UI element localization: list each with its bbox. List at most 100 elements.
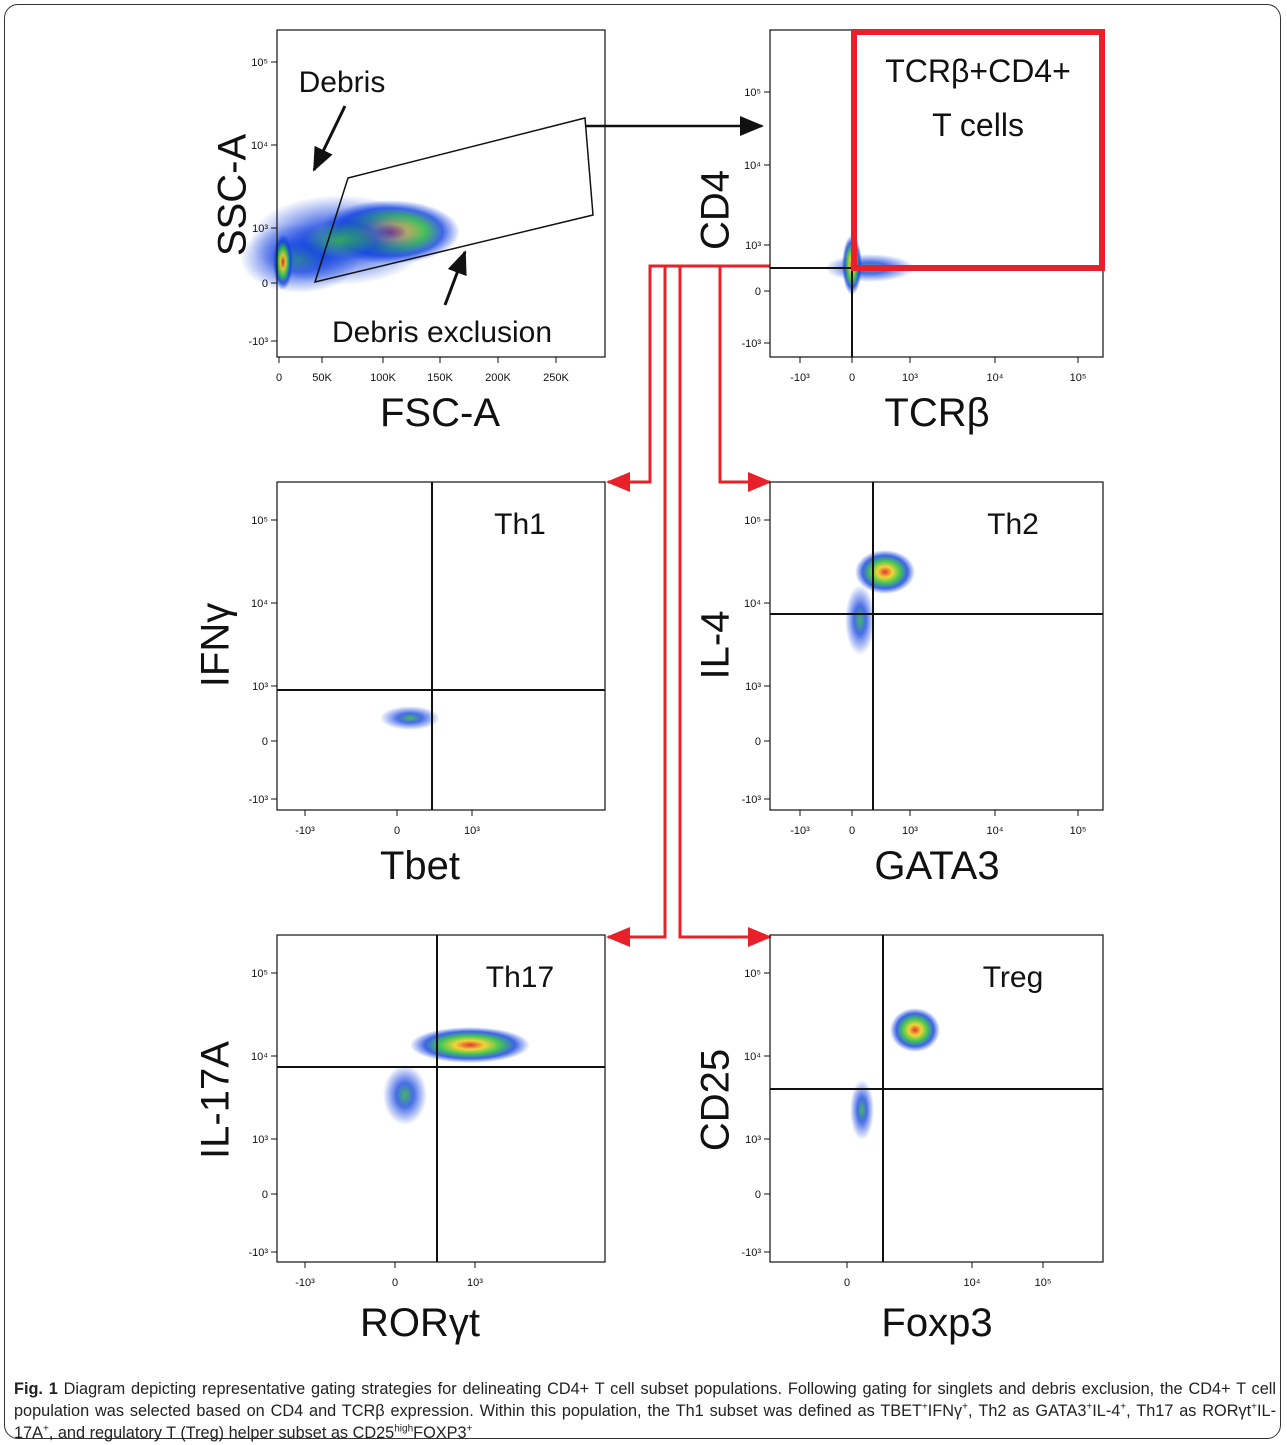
caption-superscript: high [394, 1423, 414, 1435]
gating-diagram: 10⁵ 10⁴ 10³ 0 -10³ 0 50K 100K 150K 200K 250K SSC-A F… [194, 29, 1105, 1345]
annotation: Debris [299, 66, 386, 99]
x-tick-label: 0 [849, 825, 855, 837]
y-tick-label: 10⁴ [251, 1051, 268, 1063]
caption: Fig. 1 Diagram depicting representative … [14, 1378, 1276, 1444]
annotation-arrow [443, 250, 467, 306]
y-tick-label: 10⁵ [251, 515, 268, 527]
cell-density [850, 1080, 874, 1140]
y-tick-label: 10⁴ [251, 598, 268, 610]
gate [851, 29, 1105, 271]
y-tick-label: 10⁴ [744, 1051, 761, 1063]
caption-text: , Th17 as RORγt [1126, 1402, 1252, 1420]
x-tick-label: -10³ [295, 825, 315, 837]
y-tick-label: 10³ [252, 223, 268, 235]
plot-frame [276, 481, 606, 811]
connectors [586, 116, 772, 947]
caption-text: Diagram depicting representative gating … [14, 1380, 1276, 1420]
y-tick-label: -10³ [248, 1247, 268, 1259]
gate-label: Th2 [987, 508, 1039, 541]
y-tick-label: 10⁵ [744, 968, 761, 980]
y-tick-label: 0 [262, 736, 268, 748]
caption-text: IL-4 [1092, 1402, 1121, 1420]
gate-label: Th1 [494, 508, 546, 541]
y-tick-label: -10³ [741, 338, 761, 350]
y-axis-label: IL-4 [694, 611, 738, 680]
y-tick-label: 10⁵ [744, 515, 761, 527]
arrow-treg [678, 266, 772, 947]
x-axis-label: TCRβ [884, 391, 989, 435]
caption-text: IL-17A [14, 1402, 1277, 1442]
x-tick-label: 50K [312, 372, 332, 384]
y-tick-label: 0 [755, 1189, 761, 1201]
x-tick-label: 0 [276, 372, 282, 384]
cell-density [845, 585, 875, 655]
flow-plot: 10⁵ 10⁴ 10³ 0 -10³ 0 50K 100K 150K 200K 250K SSC-A F… [211, 29, 606, 435]
x-tick-label: 10⁵ [1070, 825, 1087, 837]
y-axis-label: CD4 [694, 170, 738, 250]
arrow-th17 [606, 266, 667, 947]
x-tick-label: 10⁴ [964, 1277, 981, 1289]
x-axis-label: Tbet [380, 844, 460, 888]
cell-density [410, 1027, 530, 1063]
x-axis-label: Foxp3 [881, 1301, 992, 1345]
x-tick-label: -10³ [790, 825, 810, 837]
gate-label: T cells [932, 107, 1024, 143]
y-tick-label: 10⁴ [251, 140, 268, 152]
y-tick-label: 0 [755, 286, 761, 298]
plot-frame [769, 934, 1104, 1263]
caption-superscript: + [466, 1423, 473, 1435]
y-tick-label: 10⁵ [251, 57, 268, 69]
y-axis-label: CD25 [694, 1049, 738, 1151]
cell-density [890, 1008, 940, 1052]
flow-plot: 10⁵ 10⁴ 10³ 0 -10³ 0 10⁴ 10⁵ CD25 Foxp3 Treg [694, 934, 1104, 1345]
y-tick-label: -10³ [248, 336, 268, 348]
y-tick-label: 0 [262, 1189, 268, 1201]
y-tick-label: 10³ [745, 240, 761, 252]
figure-frame [4, 4, 1281, 1439]
y-axis-label: IL-17A [194, 1041, 238, 1159]
plot-frame [276, 29, 606, 358]
x-tick-label: 200K [485, 372, 511, 384]
x-tick-label: 100K [370, 372, 396, 384]
y-axis-label: SSC-A [211, 134, 255, 257]
x-tick-label: 250K [543, 372, 569, 384]
y-tick-label: 10³ [745, 1134, 761, 1146]
plot-frame [769, 481, 1104, 811]
x-axis-label: RORγt [360, 1301, 480, 1345]
x-tick-label: 10³ [902, 372, 918, 384]
x-tick-label: 0 [392, 1277, 398, 1289]
y-tick-label: 0 [755, 736, 761, 748]
y-tick-label: 10⁵ [251, 968, 268, 980]
annotation-arrow [312, 105, 347, 172]
y-tick-label: 0 [262, 278, 268, 290]
y-tick-label: -10³ [248, 794, 268, 806]
y-axis-label: IFNγ [194, 603, 238, 687]
cell-density [383, 1065, 427, 1125]
x-tick-label: -10³ [790, 372, 810, 384]
y-tick-label: 10³ [745, 681, 761, 693]
caption-superscript: + [1251, 1401, 1257, 1413]
x-tick-label: 10³ [464, 825, 480, 837]
gate-label: Th17 [486, 961, 554, 994]
caption-superscript: + [1120, 1401, 1127, 1413]
x-tick-label: 10⁵ [1070, 372, 1087, 384]
y-tick-label: -10³ [741, 794, 761, 806]
gate-label: TCRβ+CD4+ [885, 53, 1071, 89]
x-tick-label: 0 [844, 1277, 850, 1289]
caption-text: , and regulatory T (Treg) helper subset … [48, 1424, 395, 1442]
plot-frame [276, 934, 606, 1263]
x-axis-label: FSC-A [380, 391, 500, 435]
y-tick-label: 10³ [252, 681, 268, 693]
cell-density [273, 234, 293, 290]
y-tick-label: 10³ [252, 1134, 268, 1146]
y-tick-label: 10⁴ [744, 598, 761, 610]
cell-density [855, 550, 915, 594]
x-tick-label: 10⁴ [987, 372, 1004, 384]
flow-plot: 10⁵ 10⁴ 10³ 0 -10³ -10³ 0 10³ 10⁴ 10⁵ IL-4 GATA3 Th2 [694, 481, 1104, 888]
caption-label: Fig. 1 [14, 1380, 58, 1398]
caption-superscript: + [921, 1401, 928, 1413]
x-tick-label: 10³ [467, 1277, 483, 1289]
y-tick-label: -10³ [741, 1247, 761, 1259]
flow-plot: 10⁵ 10⁴ 10³ 0 -10³ -10³ 0 10³ 10⁴ 10⁵ CD4 TCRβ TCRβ+… [694, 29, 1105, 435]
